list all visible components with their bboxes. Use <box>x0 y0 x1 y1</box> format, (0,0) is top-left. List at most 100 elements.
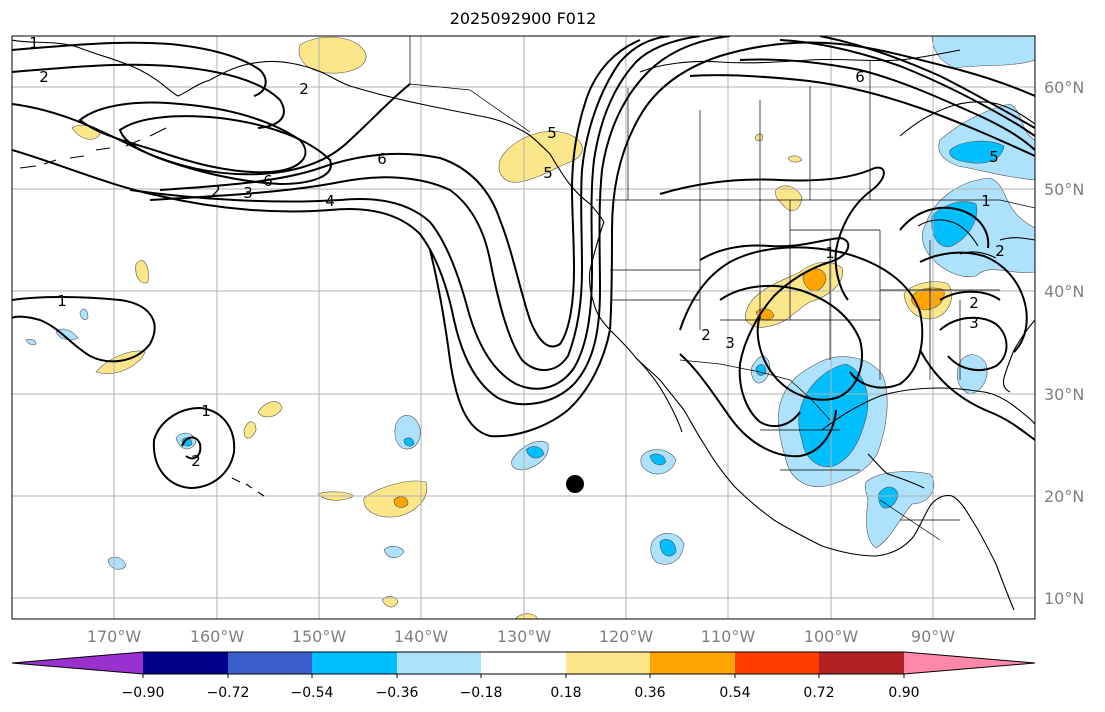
shade-pos-pacific-h <box>381 596 399 608</box>
colorbar-segment <box>143 652 228 674</box>
shade-neg-greatlakes <box>921 177 1035 278</box>
contour-se-2 <box>939 316 1008 372</box>
state-lines <box>610 200 1000 380</box>
contour-jet-5 <box>12 36 731 406</box>
colorbar-segment <box>650 652 735 674</box>
colorbar-segment <box>566 652 650 674</box>
lon-label: 150°W <box>292 627 347 646</box>
contour-label: 1 <box>825 244 835 262</box>
contour-label: 1 <box>981 192 991 210</box>
lon-label: 90°W <box>911 627 955 646</box>
shade-neg-southeast <box>957 354 988 395</box>
colorbar-segment <box>735 652 819 674</box>
colorbar-segment <box>312 652 397 674</box>
hawaii-islands <box>231 477 265 497</box>
lon-label: 120°W <box>599 627 654 646</box>
colorbar-tick-label: 0.72 <box>803 685 834 701</box>
contour-se-3 <box>919 349 1035 441</box>
lat-label: 20°N <box>1044 487 1084 506</box>
shade-pos-pacific-d <box>257 401 283 418</box>
shade-pos-alaska-gulf <box>298 36 367 74</box>
shade-pos-strong-midwest <box>911 287 945 311</box>
contour-hawaii-2 <box>181 436 202 460</box>
shade-pos-bc-coast <box>498 130 583 183</box>
contour-label: 5 <box>543 164 553 182</box>
baja-peninsula <box>635 357 683 433</box>
contour-label: 2 <box>191 452 201 470</box>
political-borders <box>409 36 1035 541</box>
contour-label: 2 <box>969 294 979 312</box>
colorbar-extension-min <box>12 652 143 674</box>
contour-label: 3 <box>969 314 979 332</box>
colorbar-tick-label: −0.72 <box>207 685 250 701</box>
lon-label: 100°W <box>804 627 859 646</box>
contour-label: 6 <box>855 68 865 86</box>
contour-alaska-3 <box>78 101 307 174</box>
canada-arctic <box>639 49 961 73</box>
longitude-labels: 170°W 160°W 150°W 140°W 130°W 120°W 110°… <box>87 627 955 646</box>
black-contours <box>12 36 1035 490</box>
colorbar-tick-label: 0.18 <box>550 685 581 701</box>
shade-neg-pacific-h <box>79 308 89 320</box>
colorbar-tick-label: 0.90 <box>888 685 919 701</box>
contour-rockies-4 <box>719 284 863 401</box>
contour-label: 2 <box>39 68 49 86</box>
colorbar-tick-label: 0.54 <box>719 685 750 701</box>
shade-neg-strong-baja <box>755 364 767 376</box>
latitude-labels: 60°N 50°N 40°N 30°N 20°N 10°N <box>1044 78 1084 608</box>
contour-alaska-2 <box>12 63 285 129</box>
contour-label: 3 <box>243 184 253 202</box>
contour-label: 2 <box>995 242 1005 260</box>
map-frame <box>11 35 1036 620</box>
contour-rockies-1 <box>659 166 885 301</box>
contour-rockies-2 <box>699 236 850 428</box>
colorbar-segment <box>481 652 566 674</box>
province-lines <box>627 60 871 200</box>
gulf-coast-us <box>821 387 1035 431</box>
map-title: 2025092900 F012 <box>449 9 597 28</box>
contour-label: 4 <box>325 192 335 210</box>
contour-label-group: 1 2 2 3 6 4 6 5 5 6 5 1 2 3 2 1 2 3 1 2 … <box>29 34 1005 470</box>
shade-neg-strong-pac-e <box>403 437 415 447</box>
contour-label: 1 <box>29 34 39 52</box>
lon-label: 130°W <box>497 627 552 646</box>
contour-label: 1 <box>201 402 211 420</box>
shade-neg-pacific-f <box>55 328 79 341</box>
contour-label: 1 <box>57 292 67 310</box>
lat-label: 50°N <box>1044 180 1084 199</box>
us-west-coast <box>588 221 953 557</box>
contour-east-2 <box>739 58 1035 151</box>
shade-neg-strong-pac-b <box>649 453 667 466</box>
colorbar-tick-label: −0.36 <box>376 685 419 701</box>
contour-se-1 <box>919 251 1028 353</box>
anomaly-shading <box>25 36 1035 619</box>
lon-label: 140°W <box>394 627 449 646</box>
colorbar-tick-label: −0.54 <box>291 685 334 701</box>
contour-east-3 <box>779 39 1035 137</box>
shade-pos-pacific-e <box>243 421 257 439</box>
colorbar-tick-label: −0.90 <box>122 685 165 701</box>
shade-pos-canada-b <box>787 155 803 163</box>
shade-neg-hudson-top <box>931 36 1035 69</box>
lon-label: 160°W <box>190 627 245 646</box>
shade-pos-canada-c <box>755 133 763 142</box>
mexico-gulf-coast <box>867 453 1015 611</box>
shade-pos-strong-pacific <box>393 496 409 508</box>
shade-pos-pacific-b <box>135 260 149 284</box>
contour-label: 2 <box>211 182 221 200</box>
contour-mex-1 <box>679 353 837 458</box>
colorbar-tick-labels: −0.90 −0.72 −0.54 −0.36 −0.18 0.18 0.36 … <box>122 685 920 701</box>
mexico-states <box>760 429 960 541</box>
colorbar <box>11 651 1036 678</box>
lat-label: 10°N <box>1044 589 1084 608</box>
contour-label: 3 <box>725 334 735 352</box>
contour-hawaii-1 <box>152 406 236 490</box>
alaska-coast <box>12 39 605 223</box>
shade-neg-strong-hudson <box>949 140 1005 164</box>
contour-jet-2 <box>159 39 641 348</box>
shade-pos-canada-a <box>775 185 803 211</box>
contour-rockies-3 <box>679 246 924 389</box>
contour-label: 2 <box>701 326 711 344</box>
lat-label: 60°N <box>1044 78 1084 97</box>
